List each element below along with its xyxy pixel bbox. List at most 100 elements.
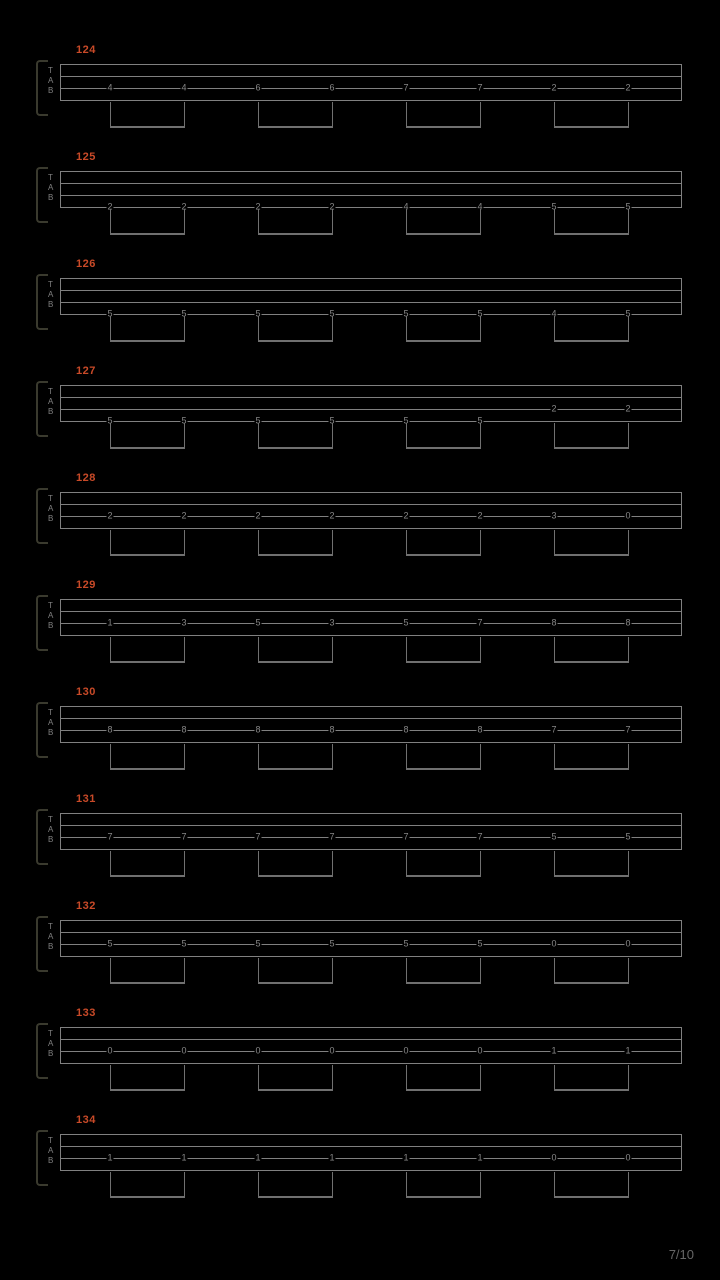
fret-number: 8 — [624, 619, 631, 628]
fret-number: 3 — [550, 512, 557, 521]
note-stem — [258, 851, 259, 877]
measure: 129TAB13535788 — [46, 579, 682, 659]
tab-clef-label: TAB — [48, 387, 54, 417]
tablature-page: 7/10 124TAB44667722125TAB22224455126TAB5… — [0, 0, 720, 1280]
fret-number: 2 — [180, 512, 187, 521]
staff-line — [60, 183, 682, 184]
note-stem — [184, 1065, 185, 1091]
note-stem — [110, 958, 111, 984]
note-stem — [406, 637, 407, 663]
note-stem — [184, 958, 185, 984]
note-beam — [110, 875, 185, 877]
barline-right — [681, 1134, 682, 1170]
measure: 133TAB00000011 — [46, 1007, 682, 1087]
tab-clef-label: TAB — [48, 708, 54, 738]
staff-line — [60, 492, 682, 493]
fret-number: 7 — [476, 84, 483, 93]
system-bracket — [36, 702, 48, 758]
note-stem — [184, 637, 185, 663]
fret-number: 5 — [254, 940, 261, 949]
barline-right — [681, 64, 682, 100]
fret-number: 0 — [402, 1047, 409, 1056]
fret-number: 2 — [106, 512, 113, 521]
note-beam — [406, 126, 481, 128]
tab-staff — [60, 1134, 682, 1170]
note-stem — [480, 851, 481, 877]
tab-staff — [60, 492, 682, 528]
note-stem — [332, 851, 333, 877]
staff-line — [60, 290, 682, 291]
note-stem — [258, 423, 259, 449]
fret-number: 2 — [328, 512, 335, 521]
fret-number: 0 — [476, 1047, 483, 1056]
note-stem — [110, 1172, 111, 1198]
note-stem — [628, 530, 629, 556]
staff-line — [60, 100, 682, 101]
staff-line — [60, 1063, 682, 1064]
note-stem — [554, 1065, 555, 1091]
fret-number: 0 — [624, 1154, 631, 1163]
fret-number: 0 — [624, 940, 631, 949]
note-stem — [110, 423, 111, 449]
note-stem — [406, 958, 407, 984]
staff-line — [60, 421, 682, 422]
tab-clef-label: TAB — [48, 815, 54, 845]
fret-number: 3 — [328, 619, 335, 628]
fret-number: 1 — [402, 1154, 409, 1163]
barline-right — [681, 706, 682, 742]
staff-line — [60, 837, 682, 838]
fret-number: 6 — [254, 84, 261, 93]
barline-left — [60, 492, 61, 528]
fret-number: 8 — [476, 726, 483, 735]
note-beam — [258, 982, 333, 984]
staff-line — [60, 1158, 682, 1159]
note-beam — [258, 1196, 333, 1198]
staff-line — [60, 623, 682, 624]
staff-line — [60, 171, 682, 172]
barline-left — [60, 64, 61, 100]
fret-number: 7 — [328, 833, 335, 842]
barline-left — [60, 385, 61, 421]
barline-right — [681, 599, 682, 635]
bar-number: 125 — [76, 151, 96, 163]
staff-line — [60, 195, 682, 196]
note-stem — [184, 316, 185, 342]
note-stem — [480, 1065, 481, 1091]
note-stem — [332, 958, 333, 984]
staff-line — [60, 825, 682, 826]
note-stem — [554, 423, 555, 449]
note-beam — [406, 661, 481, 663]
note-stem — [628, 637, 629, 663]
note-stem — [332, 316, 333, 342]
measure: 124TAB44667722 — [46, 44, 682, 124]
system-bracket — [36, 167, 48, 223]
note-beam — [554, 875, 629, 877]
fret-number: 0 — [328, 1047, 335, 1056]
note-beam — [406, 1196, 481, 1198]
note-stem — [480, 744, 481, 770]
note-stem — [332, 1065, 333, 1091]
note-stem — [332, 102, 333, 128]
staff-line — [60, 397, 682, 398]
measure: 127TAB55555522 — [46, 365, 682, 445]
staff-line — [60, 932, 682, 933]
note-stem — [480, 209, 481, 235]
note-beam — [110, 554, 185, 556]
tab-clef-label: TAB — [48, 494, 54, 524]
barline-left — [60, 599, 61, 635]
fret-number: 3 — [180, 619, 187, 628]
fret-number: 2 — [254, 512, 261, 521]
measure: 126TAB55555545 — [46, 258, 682, 338]
fret-number: 7 — [402, 833, 409, 842]
note-stem — [110, 316, 111, 342]
fret-number: 2 — [476, 512, 483, 521]
fret-number: 5 — [476, 940, 483, 949]
staff-line — [60, 278, 682, 279]
barline-left — [60, 813, 61, 849]
fret-number: 7 — [180, 833, 187, 842]
note-beam — [406, 1089, 481, 1091]
note-stem — [480, 1172, 481, 1198]
note-stem — [554, 1172, 555, 1198]
fret-number: 2 — [550, 84, 557, 93]
note-stem — [628, 958, 629, 984]
